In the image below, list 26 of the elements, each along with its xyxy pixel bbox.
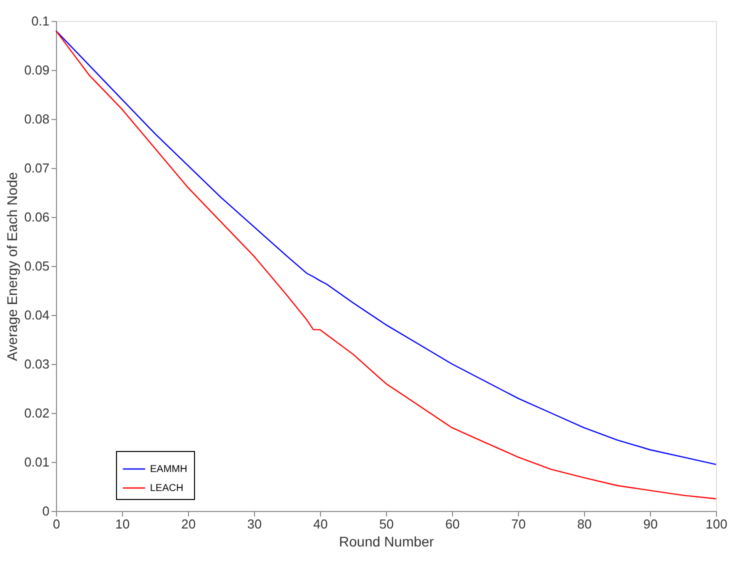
y-tick-label: 0.03 bbox=[24, 356, 50, 372]
x-tick-label: 60 bbox=[445, 516, 460, 532]
y-tick-label: 0.07 bbox=[24, 160, 50, 176]
y-tick-label: 0.02 bbox=[24, 406, 50, 420]
x-tick-label: 0 bbox=[52, 516, 60, 532]
x-axis-title: Round Number bbox=[339, 534, 434, 550]
x-tick-label: 70 bbox=[511, 516, 526, 532]
x-tick-label: 40 bbox=[313, 516, 328, 532]
x-tick-label: 100 bbox=[706, 516, 728, 532]
y-tick-label: 0.08 bbox=[24, 112, 50, 126]
x-tick-label: 90 bbox=[643, 516, 658, 532]
y-tick-label: 0.06 bbox=[24, 210, 50, 224]
legend-label: EAMMH bbox=[150, 464, 188, 475]
x-tick-label: 20 bbox=[181, 516, 196, 532]
x-tick-label: 80 bbox=[577, 516, 592, 532]
y-axis-title: Average Energy of Each Node bbox=[4, 172, 20, 361]
x-tick-label: 50 bbox=[379, 516, 394, 532]
x-tick-label: 30 bbox=[247, 516, 262, 532]
y-tick-label: 0.01 bbox=[24, 454, 50, 470]
y-tick-label: 0.09 bbox=[24, 62, 50, 78]
x-tick-label: 10 bbox=[115, 516, 130, 532]
y-tick-label: 0.1 bbox=[31, 14, 50, 28]
y-tick-label: 0.05 bbox=[24, 258, 50, 274]
y-tick-label: 0.04 bbox=[24, 308, 50, 322]
legend-label: LEACH bbox=[150, 483, 184, 494]
y-tick-label: 0 bbox=[42, 504, 50, 518]
